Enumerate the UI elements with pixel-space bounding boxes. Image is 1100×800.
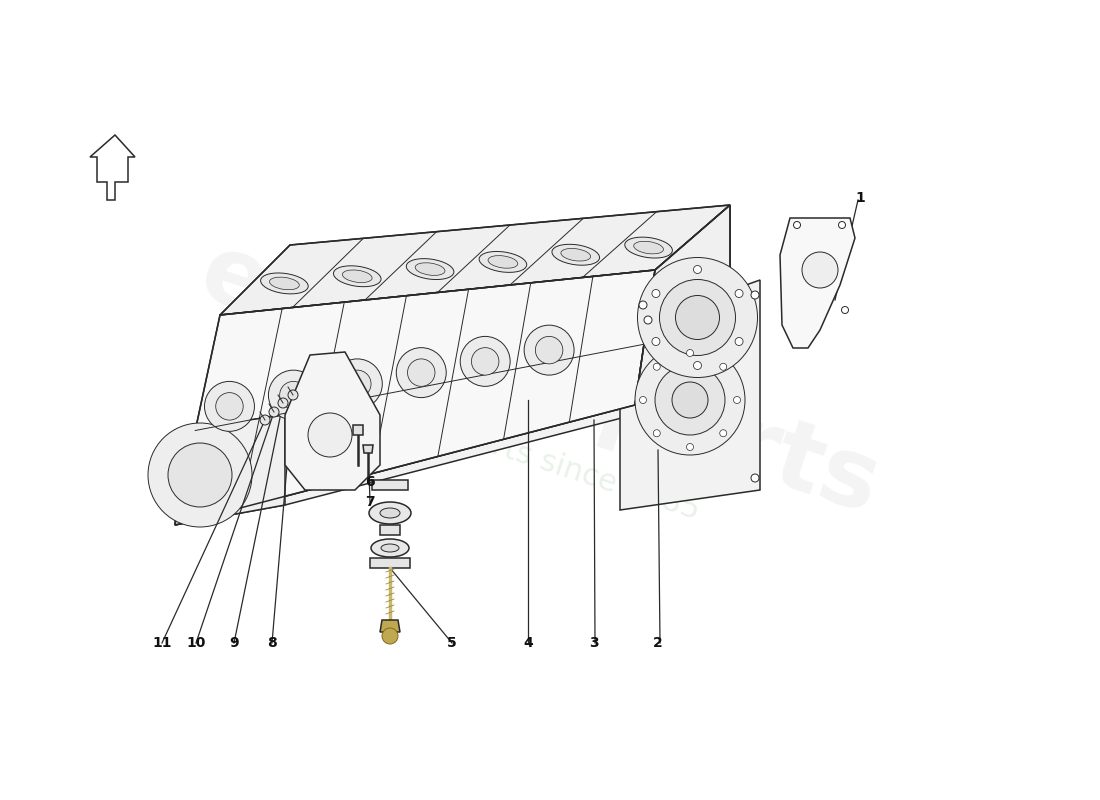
Circle shape xyxy=(635,345,745,455)
Polygon shape xyxy=(285,352,380,490)
Circle shape xyxy=(332,359,383,409)
Polygon shape xyxy=(780,218,855,348)
Circle shape xyxy=(260,415,270,425)
Polygon shape xyxy=(379,525,400,535)
Circle shape xyxy=(734,397,740,403)
Polygon shape xyxy=(175,390,730,525)
Ellipse shape xyxy=(270,277,299,290)
Polygon shape xyxy=(620,280,760,510)
Circle shape xyxy=(686,443,693,450)
Circle shape xyxy=(396,348,447,398)
Polygon shape xyxy=(363,445,373,453)
Circle shape xyxy=(382,628,398,644)
Circle shape xyxy=(693,362,702,370)
Circle shape xyxy=(278,398,288,408)
Text: eurocarparts: eurocarparts xyxy=(189,226,891,534)
Circle shape xyxy=(536,336,563,364)
Circle shape xyxy=(735,338,744,346)
Ellipse shape xyxy=(368,502,411,524)
Ellipse shape xyxy=(406,258,454,279)
Ellipse shape xyxy=(634,242,663,254)
Circle shape xyxy=(524,325,574,375)
Text: 1: 1 xyxy=(855,191,865,205)
Circle shape xyxy=(308,413,352,457)
Circle shape xyxy=(216,393,243,420)
Polygon shape xyxy=(220,205,730,315)
Polygon shape xyxy=(175,270,654,525)
Circle shape xyxy=(675,295,719,339)
Circle shape xyxy=(288,390,298,400)
Ellipse shape xyxy=(342,270,372,282)
Ellipse shape xyxy=(333,266,381,286)
Circle shape xyxy=(270,407,279,417)
Polygon shape xyxy=(635,205,730,405)
Ellipse shape xyxy=(561,249,591,261)
Polygon shape xyxy=(90,135,135,200)
Circle shape xyxy=(168,443,232,507)
Polygon shape xyxy=(379,620,400,632)
Circle shape xyxy=(652,338,660,346)
Circle shape xyxy=(719,363,727,370)
Circle shape xyxy=(842,306,848,314)
Text: 7: 7 xyxy=(365,495,375,509)
Circle shape xyxy=(652,290,660,298)
Circle shape xyxy=(644,316,652,324)
Circle shape xyxy=(653,430,660,437)
Circle shape xyxy=(838,222,846,229)
Circle shape xyxy=(205,382,254,431)
Circle shape xyxy=(460,337,510,386)
Polygon shape xyxy=(370,558,410,568)
Circle shape xyxy=(751,291,759,299)
Circle shape xyxy=(672,382,708,418)
Circle shape xyxy=(660,279,736,355)
Polygon shape xyxy=(353,425,363,435)
Circle shape xyxy=(279,382,307,409)
Ellipse shape xyxy=(625,237,672,258)
Circle shape xyxy=(639,301,647,309)
Circle shape xyxy=(343,370,371,398)
Text: 8: 8 xyxy=(267,636,277,650)
Ellipse shape xyxy=(379,508,400,518)
Ellipse shape xyxy=(480,251,527,272)
Text: a passion for parts since 1985: a passion for parts since 1985 xyxy=(256,355,704,525)
Circle shape xyxy=(639,397,647,403)
Ellipse shape xyxy=(488,256,518,268)
Text: 3: 3 xyxy=(590,636,598,650)
Circle shape xyxy=(793,222,801,229)
Ellipse shape xyxy=(381,544,399,552)
Circle shape xyxy=(638,258,758,378)
Polygon shape xyxy=(635,205,730,405)
Ellipse shape xyxy=(261,273,308,294)
Text: 6: 6 xyxy=(365,475,375,489)
Circle shape xyxy=(751,474,759,482)
Polygon shape xyxy=(175,415,285,525)
Ellipse shape xyxy=(415,262,446,275)
Circle shape xyxy=(735,290,744,298)
Circle shape xyxy=(268,370,318,420)
Ellipse shape xyxy=(552,244,600,266)
Circle shape xyxy=(693,266,702,274)
Circle shape xyxy=(472,348,499,375)
Text: 11: 11 xyxy=(152,636,172,650)
Polygon shape xyxy=(372,480,408,490)
Text: 5: 5 xyxy=(447,636,456,650)
Circle shape xyxy=(719,430,727,437)
Circle shape xyxy=(653,363,660,370)
Text: 4: 4 xyxy=(524,636,532,650)
Text: 2: 2 xyxy=(653,636,663,650)
Ellipse shape xyxy=(371,539,409,557)
Text: 9: 9 xyxy=(229,636,239,650)
Circle shape xyxy=(802,252,838,288)
Circle shape xyxy=(148,423,252,527)
Text: 10: 10 xyxy=(186,636,206,650)
Circle shape xyxy=(686,350,693,357)
Circle shape xyxy=(407,359,434,386)
Circle shape xyxy=(654,365,725,435)
